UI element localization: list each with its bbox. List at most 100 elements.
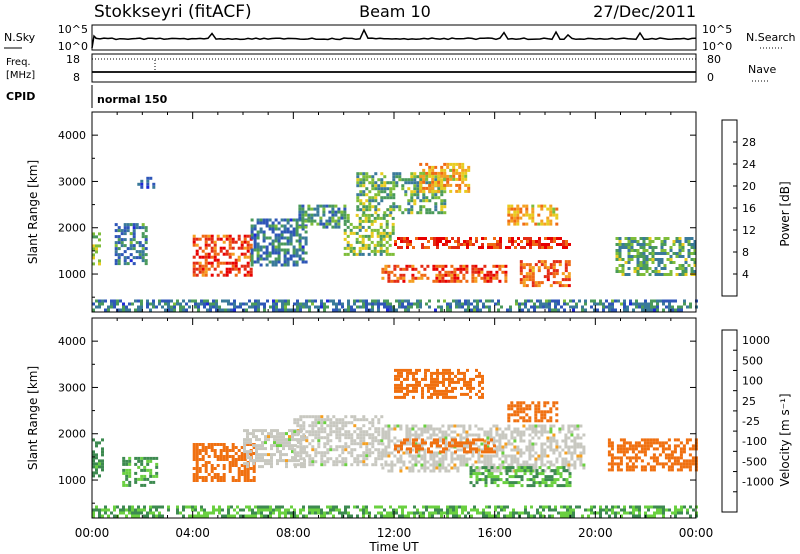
velocity-cell	[487, 472, 491, 476]
velocity-cell	[359, 442, 363, 446]
velocity-cell	[398, 505, 401, 509]
velocity-cell	[134, 514, 137, 518]
power-cell	[483, 276, 487, 280]
power-cell	[590, 299, 593, 303]
power-cell	[660, 273, 664, 276]
velocity-cell	[491, 514, 494, 518]
velocity-cell	[522, 451, 526, 455]
velocity-cell	[401, 511, 404, 515]
velocity-cell	[257, 508, 260, 512]
power-cell	[527, 308, 530, 312]
power-cell	[107, 305, 110, 309]
power-cell	[584, 302, 587, 306]
velocity-cell	[155, 462, 159, 466]
power-cell	[356, 208, 360, 212]
velocity-cell	[237, 455, 241, 458]
velocity-cell	[406, 371, 409, 375]
velocity-cell	[248, 514, 251, 518]
power-cell	[135, 250, 139, 254]
power-cell	[477, 273, 481, 277]
velocity-cell	[475, 481, 479, 485]
power-cell	[358, 249, 362, 253]
power-cell	[675, 240, 679, 243]
velocity-cell	[543, 427, 547, 431]
velocity-cell	[423, 460, 427, 464]
power-cell	[419, 183, 423, 187]
power-cell	[263, 302, 266, 306]
velocity-cell	[203, 514, 206, 518]
power-cell	[203, 305, 206, 309]
velocity-cell	[555, 445, 559, 449]
velocity-cell	[516, 404, 520, 408]
power-cell	[396, 276, 400, 280]
velocity-cell	[634, 444, 638, 448]
velocity-cell	[344, 463, 348, 467]
velocity-cell	[453, 457, 457, 461]
power-cell	[440, 305, 443, 309]
velocity-cell	[344, 421, 348, 425]
power-cell	[262, 257, 266, 261]
velocity-cell	[451, 395, 454, 399]
velocity-cell	[462, 463, 466, 467]
power-cell	[636, 249, 640, 252]
power-cell	[447, 273, 451, 277]
power-cell	[427, 246, 430, 249]
power-cell	[370, 249, 374, 253]
power-cell	[464, 174, 468, 178]
power-cell	[265, 251, 269, 255]
velocity-cell	[323, 427, 327, 431]
power-cell	[513, 219, 517, 223]
velocity-cell	[323, 430, 327, 434]
velocity-cell	[450, 430, 454, 434]
velocity-cell	[453, 424, 457, 428]
power-cell	[629, 302, 632, 306]
velocity-cell	[261, 429, 264, 433]
power-cell	[645, 264, 649, 267]
velocity-cell	[264, 435, 267, 439]
velocity-cell	[134, 508, 137, 512]
velocity-cell	[579, 457, 583, 461]
velocity-cell	[540, 413, 544, 417]
velocity-cell	[549, 407, 553, 411]
power-cell	[419, 199, 423, 203]
velocity-cell	[570, 457, 574, 461]
power-cell	[259, 263, 263, 267]
velocity-cell	[149, 456, 153, 460]
velocity-cell	[441, 466, 445, 470]
velocity-cell	[409, 450, 412, 454]
velocity-cell	[494, 508, 497, 512]
power-cell	[283, 251, 287, 255]
velocity-cell	[195, 470, 199, 473]
velocity-cell	[158, 514, 161, 518]
velocity-cell	[656, 511, 659, 515]
velocity-cell	[628, 441, 632, 445]
velocity-cell	[538, 466, 542, 470]
velocity-cell	[234, 446, 238, 449]
power-cell	[272, 299, 275, 303]
velocity-cell	[381, 433, 385, 437]
velocity-cell	[647, 514, 650, 518]
velocity-cell	[424, 371, 427, 375]
velocity-cell	[549, 419, 553, 423]
velocity-cell	[456, 454, 460, 458]
velocity-colorbar-tick-label: -500	[742, 455, 767, 468]
power-cell	[380, 190, 384, 194]
power-cell	[642, 240, 646, 243]
velocity-cell	[362, 451, 366, 455]
velocity-cell	[540, 419, 544, 423]
velocity-cell	[228, 461, 232, 464]
power-cell	[374, 299, 377, 303]
velocity-cell	[314, 505, 317, 509]
velocity-cell	[231, 443, 235, 446]
velocity-cell	[222, 464, 226, 467]
power-cell	[636, 258, 640, 261]
power-cell	[356, 305, 359, 309]
velocity-cell	[444, 445, 448, 449]
power-cell	[475, 237, 478, 240]
velocity-cell	[401, 508, 404, 512]
velocity-cell	[270, 465, 273, 469]
velocity-cell	[305, 439, 309, 443]
power-cell	[557, 308, 560, 312]
power-cell	[476, 299, 479, 303]
power-cell	[480, 267, 484, 271]
